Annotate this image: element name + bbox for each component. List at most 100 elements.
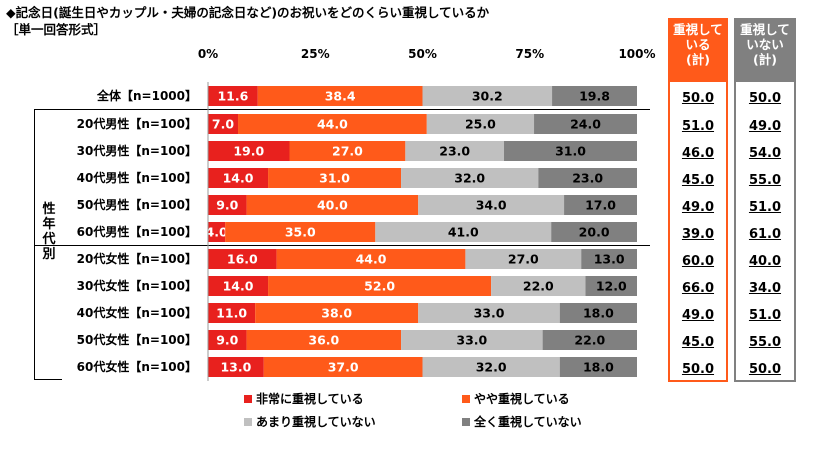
bar-segment (276, 249, 466, 269)
bar-segment (422, 357, 560, 377)
bar-data-label: 41.0 (448, 225, 479, 240)
legend-label: あまり重視していない (256, 415, 376, 429)
bar-segment (208, 168, 269, 188)
x-tick-label: 100% (618, 47, 656, 61)
group-label-char: 年 (42, 217, 56, 232)
category-label: 30代男性【n=100】 (76, 144, 197, 158)
summary-important-value: 45.0 (681, 173, 715, 188)
bar-segment (225, 222, 376, 242)
summary-not-important-value: 61.0 (748, 227, 782, 242)
legend-label: やや重視している (474, 392, 570, 406)
legend-swatch (244, 418, 252, 426)
bar-segment (208, 330, 247, 350)
summary-important-value: 46.0 (681, 146, 715, 161)
bar-data-label: 37.0 (328, 360, 359, 375)
bar-data-label: 38.4 (325, 89, 356, 104)
bar-segment (418, 303, 560, 323)
bar-segment (208, 114, 239, 134)
category-label: 40代女性【n=100】 (76, 306, 197, 320)
bar-data-label: 9.0 (216, 333, 238, 348)
summary-important-box: 重視して いる (計) 50.0 51.0 46.0 45.0 49.0 39.0 60.0… (668, 18, 728, 382)
bar-segment (208, 276, 269, 296)
bar-segment (559, 357, 637, 377)
bar-segment (208, 141, 290, 161)
bar-data-label: 32.0 (476, 360, 507, 375)
group-label-char: 代 (42, 232, 56, 247)
bar-segment (465, 249, 582, 269)
bar-segment (268, 276, 492, 296)
bar-segment (208, 195, 247, 215)
bar-data-label: 22.0 (523, 279, 554, 294)
bar-segment (375, 222, 552, 242)
group-label-char: 別 (42, 247, 56, 262)
bar-segment (238, 114, 427, 134)
summary-not-important-value: 34.0 (748, 281, 782, 296)
bar-segment (559, 303, 637, 323)
bar-segment (542, 330, 637, 350)
summary-not-important-value: 51.0 (748, 308, 782, 323)
summary-important-value: 60.0 (681, 254, 715, 269)
bar-segment (208, 86, 258, 106)
summary-not-important-value: 55.0 (748, 173, 782, 188)
summary-important-value: 50.0 (681, 91, 715, 106)
divider-top (34, 109, 650, 110)
bar-data-label: 7.0 (212, 117, 234, 132)
summary-important-value: 39.0 (681, 227, 715, 242)
bar-data-label: 14.0 (223, 279, 254, 294)
bar-segment (246, 330, 402, 350)
category-label: 60代女性【n=100】 (76, 360, 197, 374)
divider-bracket-left (34, 109, 35, 379)
summary-not-important-value: 50.0 (748, 91, 782, 106)
bar-data-label: 9.0 (216, 198, 238, 213)
summary-not-important-header: 重視して いない (計) (736, 20, 794, 82)
category-label: 40代男性【n=100】 (76, 171, 197, 185)
legend-swatch (462, 395, 470, 403)
bar-data-label: 19.0 (233, 144, 264, 159)
bar-segment (208, 357, 264, 377)
bar-segment (422, 86, 553, 106)
bar-data-label: 16.0 (227, 252, 258, 267)
bar-segment (208, 249, 277, 269)
bar-data-label: 11.0 (216, 306, 247, 321)
bar-data-label: 23.0 (439, 144, 470, 159)
bar-segment (491, 276, 586, 296)
category-label: 20代女性【n=100】 (76, 252, 197, 266)
bar-segment (208, 303, 256, 323)
legend-label: 非常に重視している (256, 392, 364, 406)
summary-important-header: 重視して いる (計) (670, 20, 726, 82)
bar-data-label: 18.0 (583, 306, 614, 321)
category-label: 全体【n=1000】 (97, 89, 197, 103)
bar-segment (585, 276, 637, 296)
category-label: 50代女性【n=100】 (76, 333, 197, 347)
bar-segment (534, 114, 637, 134)
bar-data-label: 14.0 (223, 171, 254, 186)
bar-segment (552, 86, 637, 106)
bar-data-label: 30.2 (472, 89, 503, 104)
bar-segment (246, 195, 419, 215)
bar-data-label: 35.0 (285, 225, 316, 240)
summary-not-important-box: 重視して いない (計) 50.0 49.0 54.0 55.0 51.0 61.0 40.… (734, 18, 796, 382)
chart-subtitle: ［単一回答形式］ (6, 22, 107, 37)
bar-segment (581, 249, 637, 269)
divider-bottom (34, 379, 62, 380)
bar-data-label: 38.0 (321, 306, 352, 321)
bar-segment (426, 114, 535, 134)
bar-data-label: 13.0 (220, 360, 251, 375)
bar-data-label: 31.0 (555, 144, 586, 159)
bar-data-label: 19.8 (579, 89, 610, 104)
summary-important-value: 51.0 (681, 119, 715, 134)
summary-important-value: 50.0 (681, 362, 715, 377)
bar-segment (504, 141, 637, 161)
summary-not-important-value: 40.0 (748, 254, 782, 269)
bar-segment (405, 141, 505, 161)
bar-segment (255, 303, 419, 323)
bar-data-label: 23.0 (572, 171, 603, 186)
bar-segment (551, 222, 637, 242)
summary-not-important-value: 55.0 (748, 335, 782, 350)
legend-swatch (244, 395, 252, 403)
legend-label: 全く重視していない (474, 415, 582, 429)
bar-data-label: 12.0 (596, 279, 627, 294)
bar-data-label: 44.0 (356, 252, 387, 267)
bar-data-label: 33.0 (456, 333, 487, 348)
